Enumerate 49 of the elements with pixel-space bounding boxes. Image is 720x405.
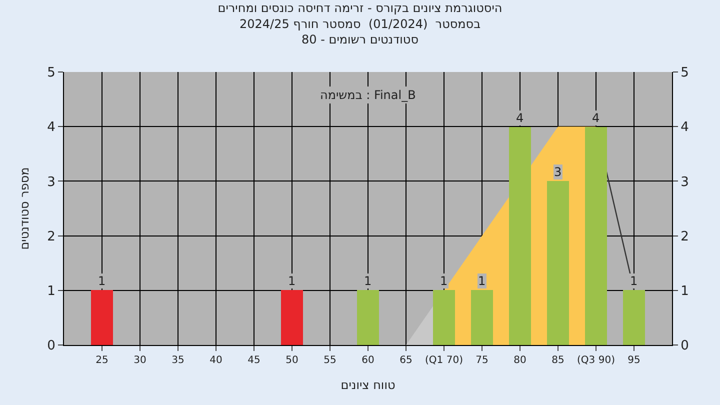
x-tick-label: 75 [476, 355, 488, 366]
data-label: 3 [554, 165, 562, 179]
data-label: 1 [630, 274, 638, 288]
y-tick-label: 4 [47, 120, 56, 136]
bar [509, 127, 531, 345]
y-tick-label: 0 [47, 338, 56, 354]
x-tick-label: (Q1 70) [425, 355, 464, 366]
annotation: במשימה : Final_B [320, 88, 416, 102]
bar [91, 290, 113, 345]
y2-tick-label: 3 [680, 174, 689, 190]
y2-tick-label: 1 [680, 284, 689, 299]
data-label: 1 [478, 274, 486, 288]
x-tick-label: 95 [628, 355, 640, 366]
data-label: 1 [364, 274, 372, 288]
chart-subtitle: בסמסטר (01/2024) סמסטר חורף 2024/25 סטודנטים רשומים - 80 [239, 16, 481, 46]
data-label: 1 [288, 274, 296, 288]
x-tick-label: 85 [552, 355, 564, 366]
y-tick-label: 3 [47, 174, 56, 190]
y-tick-label: 5 [47, 66, 56, 81]
x-tick-label: 45 [248, 355, 260, 366]
x-tick-label: 60 [362, 355, 374, 366]
x-axis-title: טווח ציונים [340, 378, 396, 392]
x-tick-label: 55 [324, 355, 336, 366]
bar [357, 290, 379, 345]
bar [585, 127, 607, 345]
chart-title: היסטוגרמת ציונים בקורס - זרימה דחיסה כונסים ומחירים [218, 1, 502, 16]
x-tick-label: 65 [400, 355, 412, 366]
y2-tick-label: 2 [680, 229, 689, 244]
bar [547, 181, 569, 345]
y-axis-title: מספר סטודנטים [17, 167, 32, 250]
y-tick-label: 2 [47, 229, 56, 244]
x-tick-label: 30 [134, 355, 146, 366]
x-tick-label: 25 [96, 355, 108, 366]
y-tick-label: 1 [47, 284, 56, 299]
bar [623, 290, 645, 345]
y2-tick-label: 5 [680, 66, 689, 81]
data-label: 1 [98, 274, 106, 288]
x-tick-label: 50 [286, 355, 298, 366]
data-label: 4 [592, 111, 600, 125]
x-tick-label: (Q3 90) [577, 355, 616, 366]
bar [281, 290, 303, 345]
data-label: 4 [516, 111, 524, 125]
y2-tick-label: 0 [680, 338, 689, 354]
x-tick-label: 80 [514, 355, 526, 366]
x-tick-label: 35 [172, 355, 184, 366]
data-label: 1 [440, 274, 448, 288]
y2-tick-label: 4 [680, 120, 689, 136]
x-tick-label: 40 [210, 355, 222, 366]
bar [471, 290, 493, 345]
